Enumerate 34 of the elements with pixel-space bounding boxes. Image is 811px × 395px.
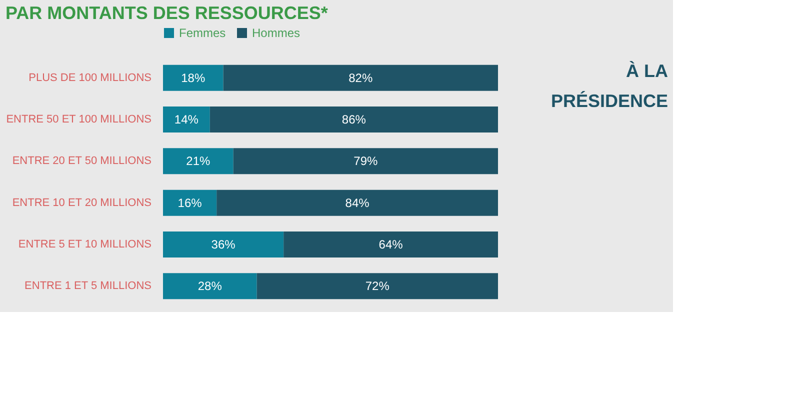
text: À LA PRÉSIDENCE — [550, 61, 668, 111]
data-label: 36% — [211, 238, 236, 252]
y-tick-label: ENTRE 50 ET 100 MILLIONS — [6, 114, 152, 126]
bar — [163, 190, 217, 216]
bar — [284, 232, 498, 258]
bar — [163, 273, 257, 300]
bar — [210, 106, 498, 132]
data-label: 82% — [348, 70, 373, 85]
bar — [163, 148, 234, 174]
y-tick-label: PLUS DE 100 MILLIONS — [28, 72, 152, 84]
legend-label: Femmes — [179, 26, 226, 40]
data-label: 18% — [181, 70, 206, 85]
y-tick-label: ENTRE 5 ET 10 MILLIONS — [18, 238, 152, 250]
y-tick-label: ENTRE 1 ET 5 MILLIONS — [24, 280, 152, 292]
data-label: 84% — [345, 196, 370, 210]
data-label: 72% — [365, 279, 390, 294]
chart-title: PAR MONTANTS DES RESSOURCES* — [6, 3, 328, 23]
bar — [216, 190, 498, 216]
data-label: 16% — [178, 196, 202, 210]
data-label: 14% — [174, 112, 199, 126]
bar — [223, 64, 498, 91]
legend-label: Hommes — [252, 26, 300, 40]
data-label: 21% — [186, 154, 211, 168]
bar — [233, 148, 498, 174]
data-label: 28% — [198, 279, 222, 294]
data-label: 86% — [342, 112, 366, 126]
bar — [163, 64, 224, 91]
data-label: 64% — [378, 238, 404, 252]
data-label: 79% — [354, 154, 378, 168]
bar — [256, 273, 498, 300]
bar — [163, 106, 210, 132]
y-tick-label: ENTRE 10 ET 20 MILLIONS — [12, 196, 152, 209]
y-tick-label: ENTRE 20 ET 50 MILLIONS — [12, 155, 152, 168]
bar — [163, 232, 284, 258]
